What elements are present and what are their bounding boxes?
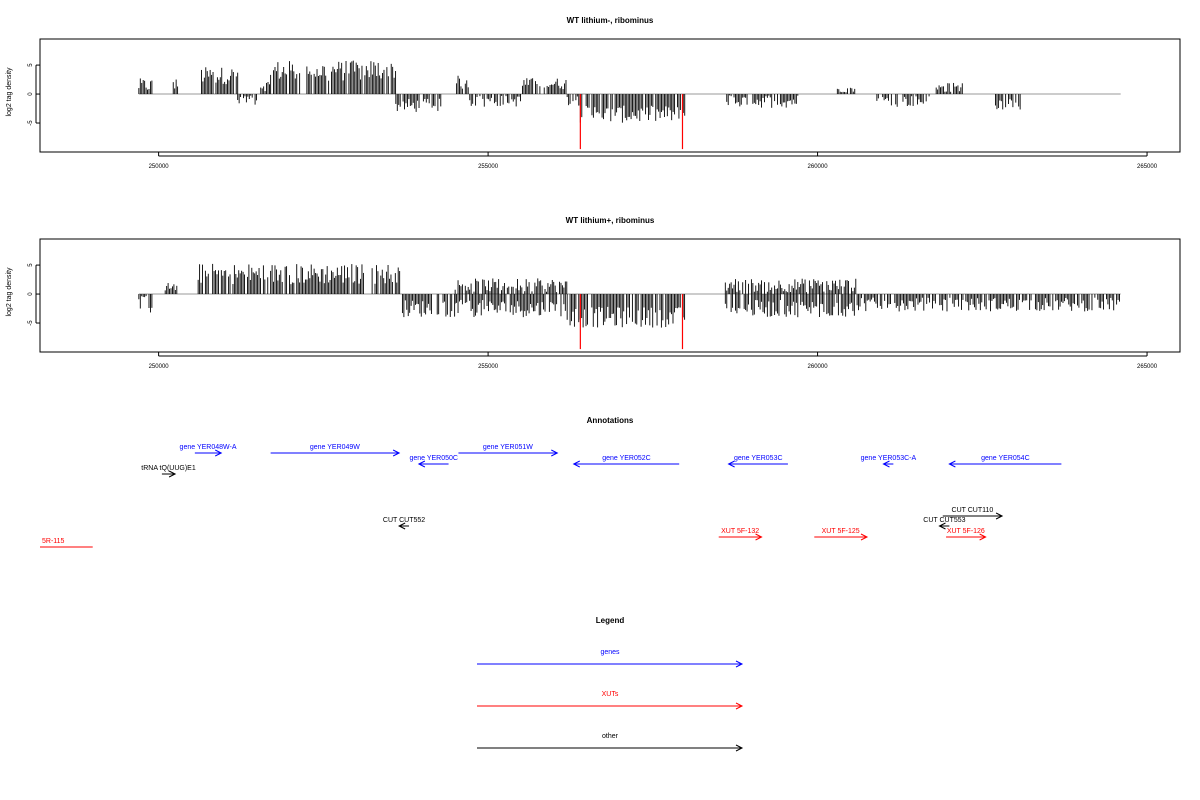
arrow-right-icon [168, 470, 177, 478]
feature-label: 5R-115 [42, 538, 65, 545]
arrow-left-icon [938, 522, 946, 530]
arrow-right-icon [995, 512, 1004, 520]
legend-item-other: other [477, 733, 744, 752]
y-tick-label: 0 [28, 292, 34, 296]
arrow-right-icon [735, 744, 744, 752]
annotation-feature: CUT CUT553 [923, 517, 966, 530]
arrow-left-icon [572, 460, 580, 468]
feature-label: CUT CUT553 [923, 517, 965, 524]
arrow-right-icon [735, 702, 744, 710]
annotation-feature: 5R-115 [40, 538, 93, 548]
legend-label: other [602, 733, 619, 740]
y-axis-label: log2 tag density [6, 67, 13, 117]
arrow-left-icon [948, 460, 956, 468]
annotation-feature: gene YER049W [270, 444, 401, 457]
annotation-features: gene YER048W-A gene YER049W gene YER050C ge… [40, 444, 1062, 548]
coverage-panel-lithium-minus: WT lithium-, ribominus log2 tag density … [6, 16, 1181, 170]
y-axis-ticks: -5 0 5 [28, 263, 40, 326]
coverage-bars [138, 263, 1121, 328]
x-tick-label: 260000 [808, 364, 829, 370]
x-tick-label: 250000 [149, 364, 170, 370]
arrow-right-icon [755, 533, 763, 541]
legend: Legend genes XUTs other [477, 616, 744, 752]
x-tick-label: 265000 [1137, 164, 1158, 170]
annotation-feature: gene YER053C [727, 455, 788, 468]
y-tick-label: 5 [28, 263, 34, 267]
panel-title: WT lithium-, ribominus [567, 16, 654, 25]
feature-label: gene YER049W [310, 444, 360, 451]
arrow-left-icon [727, 460, 735, 468]
x-axis-ticks: 250000 255000 260000 265000 [149, 352, 1158, 370]
feature-label: gene YER051W [483, 444, 533, 451]
annotations-track: Annotations gene YER048W-A gene YER049Wge… [40, 416, 1062, 548]
y-tick-label: -5 [28, 320, 34, 326]
highlight-bars [579, 94, 684, 150]
annotation-feature: CUT CUT552 [383, 517, 425, 530]
y-axis-label: log2 tag density [6, 267, 13, 317]
legend-label: genes [600, 649, 620, 656]
annotation-feature: gene YER051W [458, 444, 559, 457]
x-tick-label: 265000 [1137, 364, 1158, 370]
arrow-right-icon [860, 533, 869, 541]
feature-label: gene YER048W-A [180, 444, 237, 451]
panel-title: WT lithium+, ribominus [566, 216, 655, 225]
y-tick-label: 5 [28, 63, 34, 67]
arrow-left-icon [882, 460, 890, 468]
feature-label: XUT 5F-125 [822, 528, 860, 535]
arrow-right-icon [735, 660, 744, 668]
y-tick-label: 0 [28, 92, 34, 96]
feature-label: gene YER052C [602, 455, 651, 462]
arrow-right-icon [979, 533, 987, 541]
feature-label: tRNA tQ(UUG)E1 [141, 465, 196, 472]
coverage-panel-lithium-plus: WT lithium+, ribominus log2 tag density … [6, 216, 1181, 370]
plot-frame [39, 238, 1181, 353]
annotation-feature: gene YER048W-A [180, 444, 237, 457]
feature-label: XUT 5F-132 [721, 528, 759, 535]
annotations-title: Annotations [587, 416, 634, 425]
x-tick-label: 250000 [149, 164, 170, 170]
x-tick-label: 255000 [478, 164, 499, 170]
annotation-feature: gene YER053C-A [861, 455, 917, 468]
feature-label: CUT CUT552 [383, 517, 425, 524]
x-tick-label: 260000 [808, 164, 829, 170]
plot-frame [39, 38, 1181, 153]
annotation-feature: gene YER054C [948, 455, 1062, 468]
feature-label: gene YER053C-A [861, 455, 917, 462]
legend-items: genes XUTs other [477, 649, 744, 752]
legend-item-xuts: XUTs [477, 691, 744, 710]
coverage-bars [138, 60, 1121, 123]
arrow-right-icon [392, 449, 401, 457]
legend-label: XUTs [602, 691, 619, 698]
feature-label: XUT 5F-126 [947, 528, 985, 535]
annotation-feature: gene YER050C [409, 455, 458, 468]
arrow-left-icon [417, 460, 426, 468]
x-tick-label: 255000 [478, 364, 499, 370]
feature-label: CUT CUT110 [952, 507, 994, 514]
x-axis-ticks: 250000 255000 260000 265000 [149, 152, 1158, 170]
annotation-feature: XUT 5F-126 [946, 528, 987, 541]
annotation-feature: gene YER052C [572, 455, 680, 468]
y-tick-label: -5 [28, 120, 34, 126]
y-axis-ticks: -5 0 5 [28, 63, 40, 126]
legend-item-genes: genes [477, 649, 744, 668]
feature-label: gene YER054C [981, 455, 1030, 462]
arrow-right-icon [214, 449, 223, 457]
annotation-feature: XUT 5F-125 [814, 528, 869, 541]
highlight-bars [579, 294, 684, 350]
annotation-feature: tRNA tQ(UUG)E1 [141, 465, 196, 478]
arrow-right-icon [551, 449, 559, 457]
arrow-left-icon [398, 522, 406, 530]
annotation-feature: XUT 5F-132 [718, 528, 763, 541]
legend-title: Legend [596, 616, 625, 625]
feature-label: gene YER053C [734, 455, 783, 462]
feature-label: gene YER050C [409, 455, 458, 462]
annotation-feature: CUT CUT110 [942, 507, 1004, 520]
